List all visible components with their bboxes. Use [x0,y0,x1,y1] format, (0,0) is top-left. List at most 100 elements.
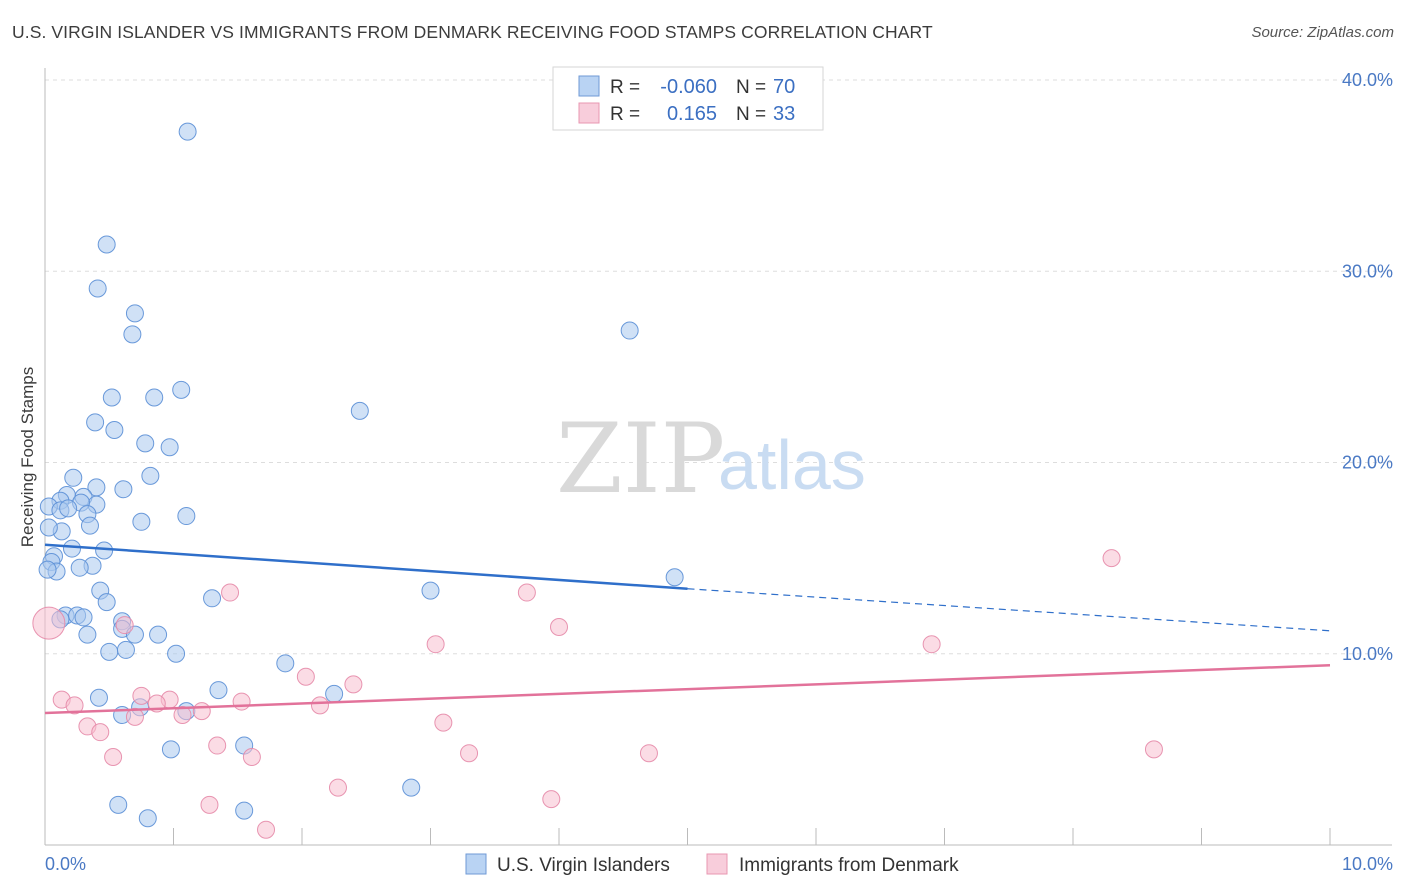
series-legend-swatch-pink [706,853,728,875]
watermark-atlas: atlas [718,426,866,504]
blue-point-60 [89,688,108,707]
blue-trend-line-extension [687,588,1331,632]
blue-point-44 [97,593,116,612]
blue-point-8 [172,380,191,399]
pink-point-7 [115,616,134,635]
blue-point-66 [402,778,421,797]
pink-point-17 [192,702,211,721]
pink-point-21 [91,723,110,742]
pink-point-28 [242,748,261,767]
blue-point-12 [136,434,155,453]
data-points [32,122,1163,839]
y-tick-label-1: 20.0% [1342,453,1393,473]
blue-point-53 [149,625,168,644]
grid-lines [45,79,1392,655]
blue-point-0 [178,122,197,141]
pink-point-4 [426,635,445,654]
pink-point-24 [460,744,479,763]
blue-point-14 [141,466,160,485]
blue-point-6 [102,388,121,407]
pink-point-9 [344,675,363,694]
pink-point-2 [517,583,536,602]
series-legend-swatch-blue [465,853,487,875]
blue-point-58 [209,681,228,700]
blue-point-29 [80,516,99,535]
blue-point-54 [100,642,119,661]
pink-point-0 [32,606,66,640]
pink-point-3 [550,617,568,636]
blue-point-11 [105,420,124,439]
blue-point-17 [114,480,133,499]
blue-point-15 [64,468,83,487]
pink-point-11 [65,696,84,715]
pink-point-31 [542,790,561,809]
legend-swatch-blue [578,75,600,97]
blue-point-59 [325,684,344,703]
chart-source: Source: ZipAtlas.com [1251,24,1394,41]
pink-point-25 [639,744,658,763]
pink-point-19 [125,707,144,726]
blue-point-25 [59,499,78,518]
blue-point-27 [132,512,151,531]
correlation-legend: R = -0.060 N = 70 R = 0.165 N = 33 [552,66,824,131]
series-legend-label-0: U.S. Virgin Islanders [497,855,670,876]
legend-n-value-0: 70 [773,76,795,98]
y-axis-label: Receiving Food Stamps [18,367,37,547]
legend-n-label-0: N = [736,77,766,98]
legend-r-label-1: R = [610,104,640,125]
pink-point-30 [200,795,219,814]
blue-point-57 [276,654,295,673]
blue-point-68 [235,801,254,820]
pink-point-22 [434,713,453,732]
y-tick-label-0: 10.0% [1342,644,1393,664]
blue-point-52 [78,625,97,644]
watermark: ZIP atlas [556,403,866,515]
blue-point-2 [88,279,107,298]
watermark-zip: ZIP [556,403,725,515]
pink-point-32 [257,820,276,839]
pink-point-14 [232,692,251,711]
blue-point-37 [70,558,89,577]
pink-point-8 [296,667,315,686]
pink-point-23 [208,736,227,755]
axes: 10.0% 20.0% 30.0% 40.0% 0.0% 10.0% [44,68,1393,874]
blue-trend-line [44,543,688,590]
blue-point-69 [138,809,157,828]
blue-point-39 [38,560,57,579]
blue-point-3 [125,304,144,323]
blue-point-33 [95,541,114,560]
blue-point-31 [39,518,58,537]
blue-point-9 [350,401,369,420]
blue-point-10 [86,413,105,432]
legend-r-value-1: 0.165 [667,103,717,125]
legend-n-label-1: N = [736,104,766,125]
chart-title: U.S. VIRGIN ISLANDER VS IMMIGRANTS FROM … [12,22,933,42]
legend-n-value-1: 33 [773,103,795,125]
blue-point-4 [123,325,142,344]
pink-point-1 [221,583,240,602]
blue-point-13 [160,438,179,457]
blue-point-64 [161,740,180,759]
blue-point-5 [620,321,639,340]
y-tick-label-2: 30.0% [1342,261,1393,281]
pink-point-27 [104,748,123,767]
blue-point-55 [116,640,135,659]
pink-trend-line [44,663,1331,715]
blue-point-43 [203,589,222,608]
blue-point-67 [109,795,128,814]
blue-point-7 [145,388,164,407]
blue-point-40 [665,568,684,587]
x-tick-label-0: 0.0% [45,854,86,874]
series-legend-label-1: Immigrants from Denmark [739,855,959,876]
pink-point-18 [173,705,192,724]
pink-point-12 [132,686,151,705]
blue-point-28 [177,507,196,526]
blue-point-56 [167,644,186,663]
series-legend: U.S. Virgin Islanders Immigrants from De… [465,853,959,876]
pink-point-6 [1102,549,1121,568]
legend-r-value-0: -0.060 [660,76,717,98]
pink-point-16 [310,696,329,715]
x-tick-label-1: 10.0% [1342,854,1393,874]
